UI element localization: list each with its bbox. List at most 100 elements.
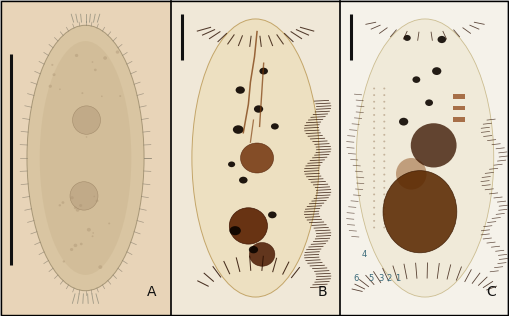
Ellipse shape [119, 95, 121, 97]
Bar [2, 1, 171, 315]
Ellipse shape [241, 143, 274, 173]
Ellipse shape [373, 193, 375, 195]
Ellipse shape [373, 220, 375, 222]
Ellipse shape [59, 88, 61, 90]
Ellipse shape [373, 167, 375, 169]
Ellipse shape [383, 193, 385, 195]
Ellipse shape [254, 105, 263, 113]
Ellipse shape [228, 161, 235, 167]
Ellipse shape [92, 232, 94, 234]
Ellipse shape [229, 208, 267, 244]
Text: 6: 6 [354, 274, 359, 283]
Ellipse shape [373, 160, 375, 162]
Ellipse shape [86, 136, 88, 138]
Ellipse shape [383, 187, 385, 189]
Ellipse shape [92, 61, 93, 63]
Ellipse shape [249, 243, 275, 266]
Ellipse shape [103, 56, 107, 60]
Ellipse shape [63, 260, 65, 263]
Ellipse shape [75, 54, 78, 57]
Bar [453, 94, 465, 99]
Ellipse shape [373, 147, 375, 149]
Ellipse shape [399, 118, 408, 125]
Ellipse shape [383, 173, 385, 175]
Ellipse shape [383, 121, 385, 123]
Ellipse shape [116, 50, 119, 54]
Ellipse shape [383, 134, 385, 136]
Ellipse shape [373, 141, 375, 143]
Bar [453, 106, 465, 110]
Ellipse shape [59, 204, 61, 206]
Ellipse shape [404, 35, 411, 41]
Ellipse shape [101, 95, 103, 97]
Ellipse shape [236, 86, 245, 94]
Ellipse shape [94, 69, 97, 71]
Ellipse shape [80, 243, 82, 245]
Ellipse shape [425, 100, 433, 106]
Ellipse shape [383, 180, 385, 182]
Ellipse shape [373, 101, 375, 103]
Ellipse shape [383, 141, 385, 143]
Ellipse shape [373, 154, 375, 156]
Ellipse shape [373, 107, 375, 109]
Ellipse shape [383, 127, 385, 129]
Ellipse shape [432, 67, 441, 75]
Ellipse shape [383, 154, 385, 156]
Ellipse shape [87, 228, 91, 232]
Ellipse shape [192, 19, 319, 297]
Ellipse shape [373, 207, 375, 209]
Ellipse shape [268, 211, 276, 218]
Ellipse shape [383, 167, 385, 169]
Ellipse shape [383, 227, 385, 228]
Ellipse shape [412, 76, 420, 83]
Ellipse shape [373, 200, 375, 202]
Text: A: A [147, 285, 157, 299]
Text: 3: 3 [378, 274, 383, 283]
Ellipse shape [373, 94, 375, 96]
Ellipse shape [72, 106, 100, 134]
Ellipse shape [74, 206, 77, 209]
Ellipse shape [383, 200, 385, 202]
Ellipse shape [383, 107, 385, 109]
Ellipse shape [373, 121, 375, 123]
Ellipse shape [373, 213, 375, 215]
Ellipse shape [108, 222, 110, 224]
Text: 2: 2 [387, 274, 392, 283]
Ellipse shape [27, 25, 144, 291]
Ellipse shape [98, 265, 102, 269]
Ellipse shape [373, 114, 375, 116]
Text: C: C [487, 285, 496, 299]
Ellipse shape [373, 187, 375, 189]
Ellipse shape [49, 85, 52, 88]
Ellipse shape [383, 213, 385, 215]
Ellipse shape [373, 127, 375, 129]
Ellipse shape [383, 220, 385, 222]
Ellipse shape [40, 41, 131, 275]
Ellipse shape [230, 226, 241, 235]
Bar [340, 1, 507, 315]
Ellipse shape [383, 101, 385, 103]
Ellipse shape [70, 196, 74, 199]
Ellipse shape [356, 19, 494, 297]
Ellipse shape [233, 125, 244, 134]
Text: 4: 4 [361, 250, 366, 259]
Ellipse shape [96, 199, 99, 202]
Ellipse shape [411, 123, 457, 167]
Ellipse shape [81, 92, 83, 94]
Ellipse shape [51, 64, 53, 66]
Ellipse shape [70, 248, 73, 251]
Ellipse shape [373, 173, 375, 175]
Ellipse shape [383, 207, 385, 209]
Ellipse shape [373, 134, 375, 136]
Ellipse shape [396, 158, 427, 190]
Ellipse shape [383, 160, 385, 162]
Ellipse shape [52, 73, 55, 76]
Text: B: B [317, 285, 327, 299]
Ellipse shape [383, 147, 385, 149]
Ellipse shape [70, 182, 98, 210]
Ellipse shape [383, 171, 457, 253]
Text: 5: 5 [368, 274, 373, 283]
Ellipse shape [383, 114, 385, 116]
Ellipse shape [373, 88, 375, 89]
Ellipse shape [383, 94, 385, 96]
